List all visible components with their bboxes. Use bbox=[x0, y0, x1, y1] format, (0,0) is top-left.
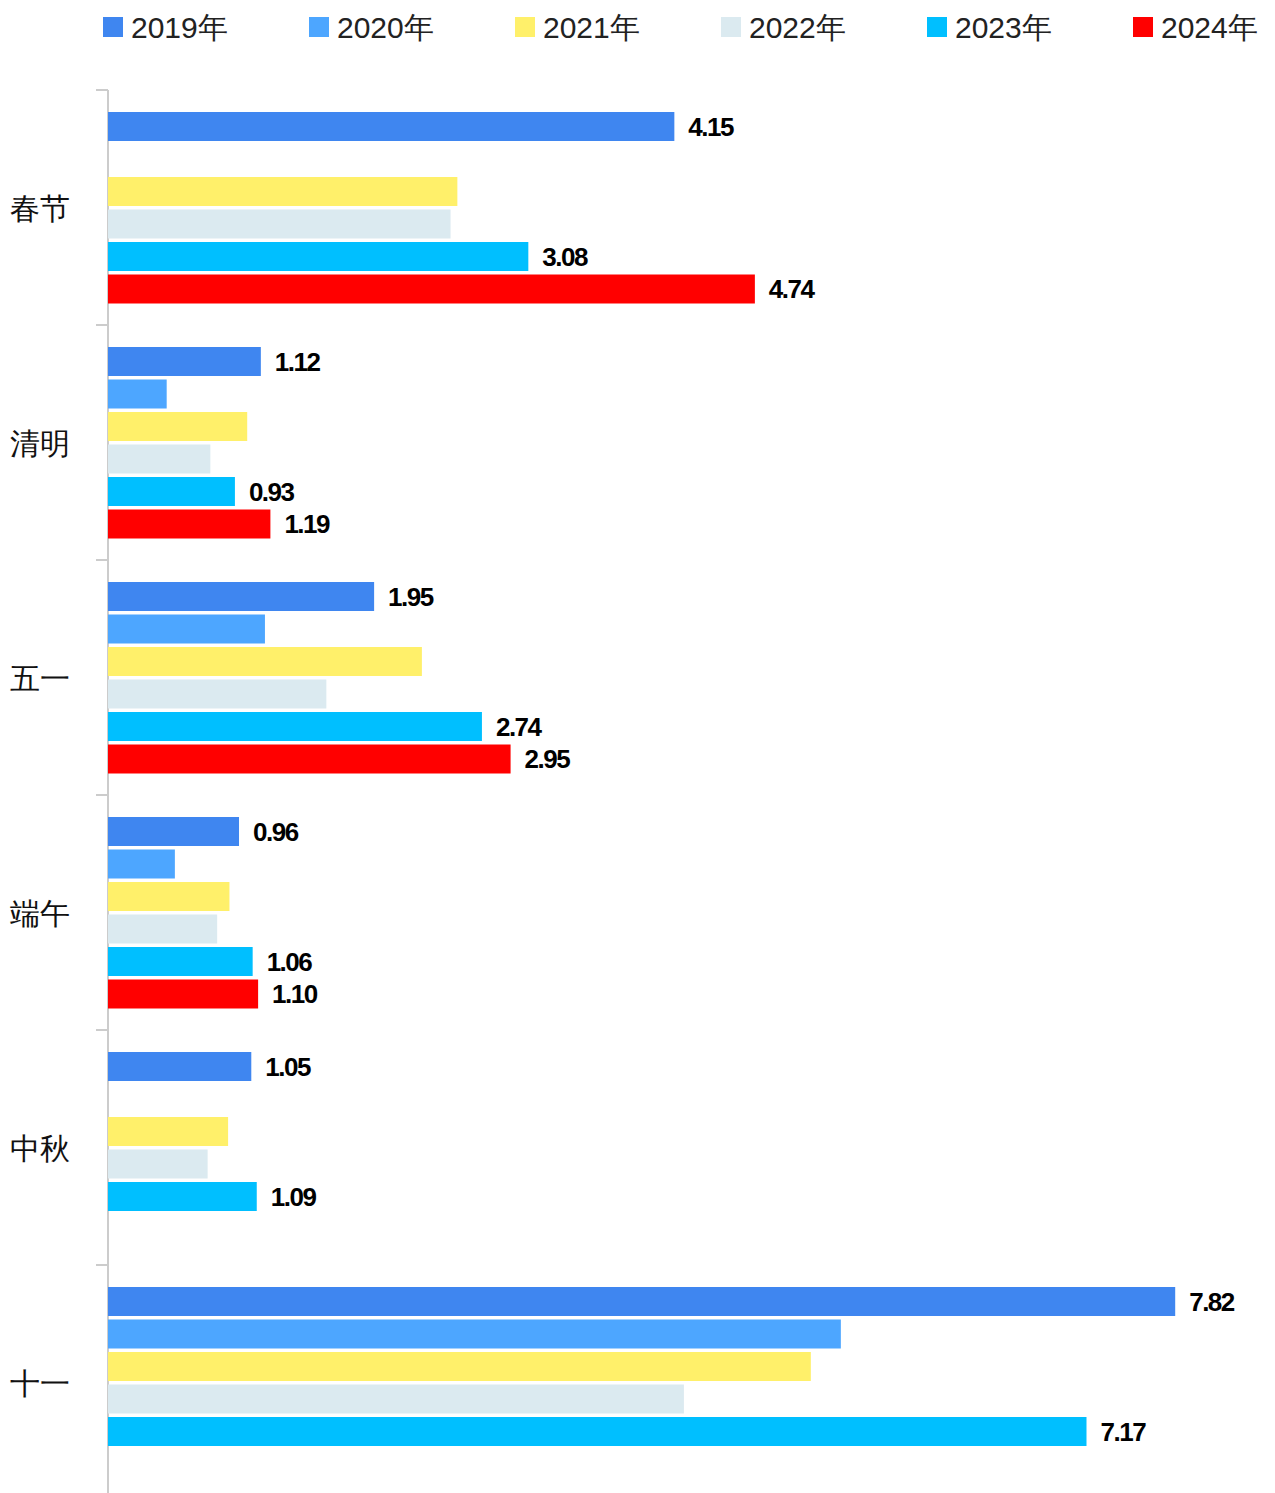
legend-swatch bbox=[927, 17, 947, 37]
bar bbox=[108, 647, 422, 676]
category-separator bbox=[96, 89, 108, 91]
bar bbox=[108, 817, 239, 846]
data-label: 4.15 bbox=[688, 112, 734, 142]
data-label: 1.95 bbox=[388, 582, 434, 612]
category-label: 十一 bbox=[10, 1367, 70, 1400]
category-label: 端午 bbox=[10, 897, 70, 930]
category-label: 清明 bbox=[10, 427, 70, 460]
legend-swatch bbox=[309, 17, 329, 37]
bar bbox=[108, 275, 755, 304]
data-label: 2.74 bbox=[496, 712, 543, 742]
category-separator bbox=[96, 1264, 108, 1266]
data-label: 2.95 bbox=[525, 744, 571, 774]
bar bbox=[108, 712, 482, 741]
bar bbox=[108, 582, 374, 611]
bar bbox=[108, 477, 235, 506]
bar bbox=[108, 1150, 208, 1179]
bar bbox=[108, 680, 326, 709]
bar bbox=[108, 412, 247, 441]
chart: 2019年 2020年 2021年 2022年 2023年 2024年春节清明五一端午中秋… bbox=[0, 0, 1275, 1493]
category-separator bbox=[96, 1029, 108, 1031]
data-label: 1.19 bbox=[284, 509, 330, 539]
bar bbox=[108, 1052, 251, 1081]
data-label: 0.93 bbox=[249, 477, 295, 507]
data-label: 0.96 bbox=[253, 817, 299, 847]
legend: 2019年 2020年 2021年 2022年 2023年 2024年 bbox=[103, 11, 1258, 44]
bar bbox=[108, 242, 528, 271]
legend-swatch bbox=[515, 17, 535, 37]
data-label: 4.74 bbox=[769, 274, 816, 304]
legend-label: 2020年 bbox=[337, 11, 434, 44]
bar bbox=[108, 347, 261, 376]
bar bbox=[108, 1182, 257, 1211]
data-label: 1.10 bbox=[272, 979, 318, 1009]
data-labels: 4.15 1.12 1.95 0.96 1.05 7.82 3.08 0.93 2.74 1.06… bbox=[249, 112, 1235, 1447]
bar bbox=[108, 112, 674, 141]
bar bbox=[108, 615, 265, 644]
bar bbox=[108, 1287, 1175, 1316]
data-label: 7.17 bbox=[1100, 1417, 1146, 1447]
bar bbox=[108, 850, 175, 879]
bar bbox=[108, 1385, 684, 1414]
category-label: 春节 bbox=[10, 192, 70, 225]
legend-label: 2019年 bbox=[131, 11, 228, 44]
data-label: 3.08 bbox=[542, 242, 588, 272]
category-label: 五一 bbox=[10, 662, 70, 695]
data-label: 7.82 bbox=[1189, 1287, 1235, 1317]
legend-swatch bbox=[721, 17, 741, 37]
category-separator bbox=[96, 324, 108, 326]
legend-label: 2023年 bbox=[955, 11, 1052, 44]
bar bbox=[108, 445, 210, 474]
legend-swatch bbox=[103, 17, 123, 37]
category-separator bbox=[96, 794, 108, 796]
bar bbox=[108, 1320, 841, 1349]
bar bbox=[108, 1352, 811, 1381]
data-label: 1.12 bbox=[275, 347, 321, 377]
bar bbox=[108, 1417, 1086, 1446]
bar bbox=[108, 745, 511, 774]
legend-label: 2024年 bbox=[1161, 11, 1258, 44]
bars bbox=[108, 112, 1175, 1446]
bar bbox=[108, 510, 270, 539]
bar bbox=[108, 380, 167, 409]
data-label: 1.09 bbox=[271, 1182, 317, 1212]
bar bbox=[108, 177, 457, 206]
bar bbox=[108, 210, 451, 239]
category-label: 中秋 bbox=[10, 1132, 70, 1165]
bar bbox=[108, 915, 217, 944]
legend-label: 2022年 bbox=[749, 11, 846, 44]
bar bbox=[108, 882, 229, 911]
data-label: 1.05 bbox=[265, 1052, 311, 1082]
bar bbox=[108, 1117, 228, 1146]
legend-swatch bbox=[1133, 17, 1153, 37]
legend-label: 2021年 bbox=[543, 11, 640, 44]
bar bbox=[108, 980, 258, 1009]
data-label: 1.06 bbox=[267, 947, 313, 977]
category-separator bbox=[96, 559, 108, 561]
bar bbox=[108, 947, 253, 976]
